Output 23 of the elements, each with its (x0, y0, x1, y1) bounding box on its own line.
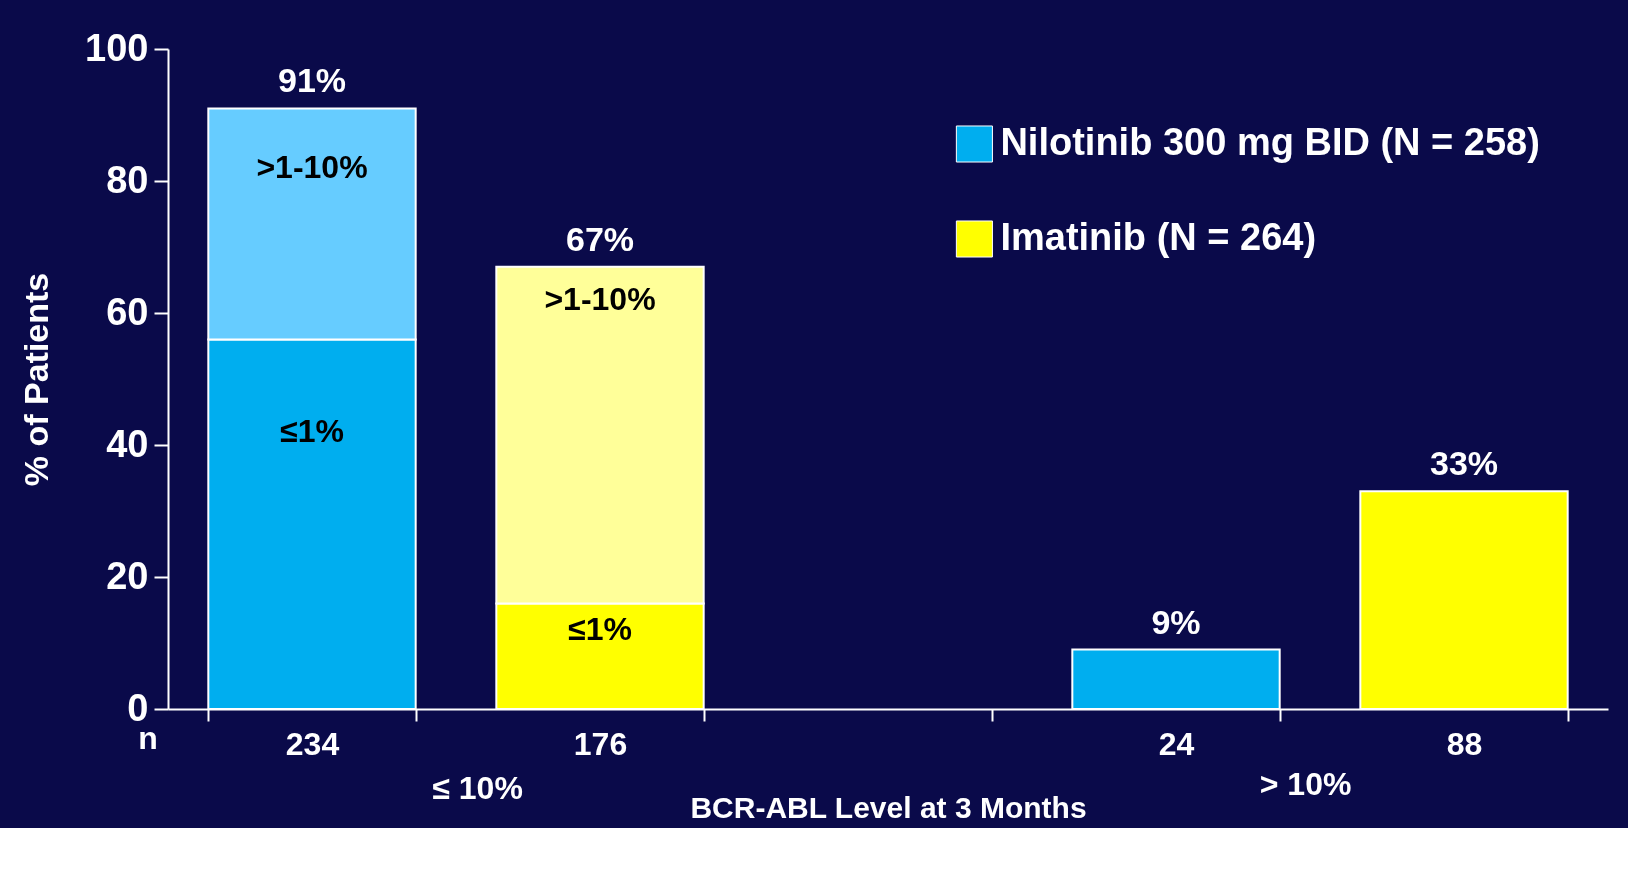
annotation: >1-10% (256, 148, 368, 185)
annotation: ≤1% (568, 610, 632, 647)
text: ≤ 10% (432, 770, 523, 806)
y-tick-label: 60 (106, 290, 149, 333)
text: > 10% (1259, 766, 1352, 802)
y-tick-label: 40 (106, 422, 149, 465)
x-axis-title: BCR-ABL Level at 3 Months (690, 790, 1087, 824)
annotation: >1-10% (544, 280, 656, 317)
y-tick-label: 20 (106, 554, 149, 597)
x-tick-label: 234 (285, 725, 340, 762)
y-tick-label: 80 (106, 158, 149, 201)
total-label: 33% (1429, 444, 1499, 483)
total-label: 9% (1151, 602, 1201, 641)
legend-label: Imatinib (N = 264) (1000, 216, 1317, 258)
annotation: ≤1% (280, 412, 344, 449)
x-tick-label: 176 (573, 725, 628, 762)
total-label: 91% (277, 61, 347, 100)
x-tick-label: 88 (1446, 725, 1483, 762)
legend-label: Nilotinib 300 mg BID (N = 258) (1000, 121, 1540, 163)
x-tick-label: 24 (1158, 725, 1195, 762)
y-tick-label: 100 (85, 26, 149, 69)
y-axis-title: % of Patients (17, 272, 56, 487)
total-label: 67% (565, 219, 635, 258)
